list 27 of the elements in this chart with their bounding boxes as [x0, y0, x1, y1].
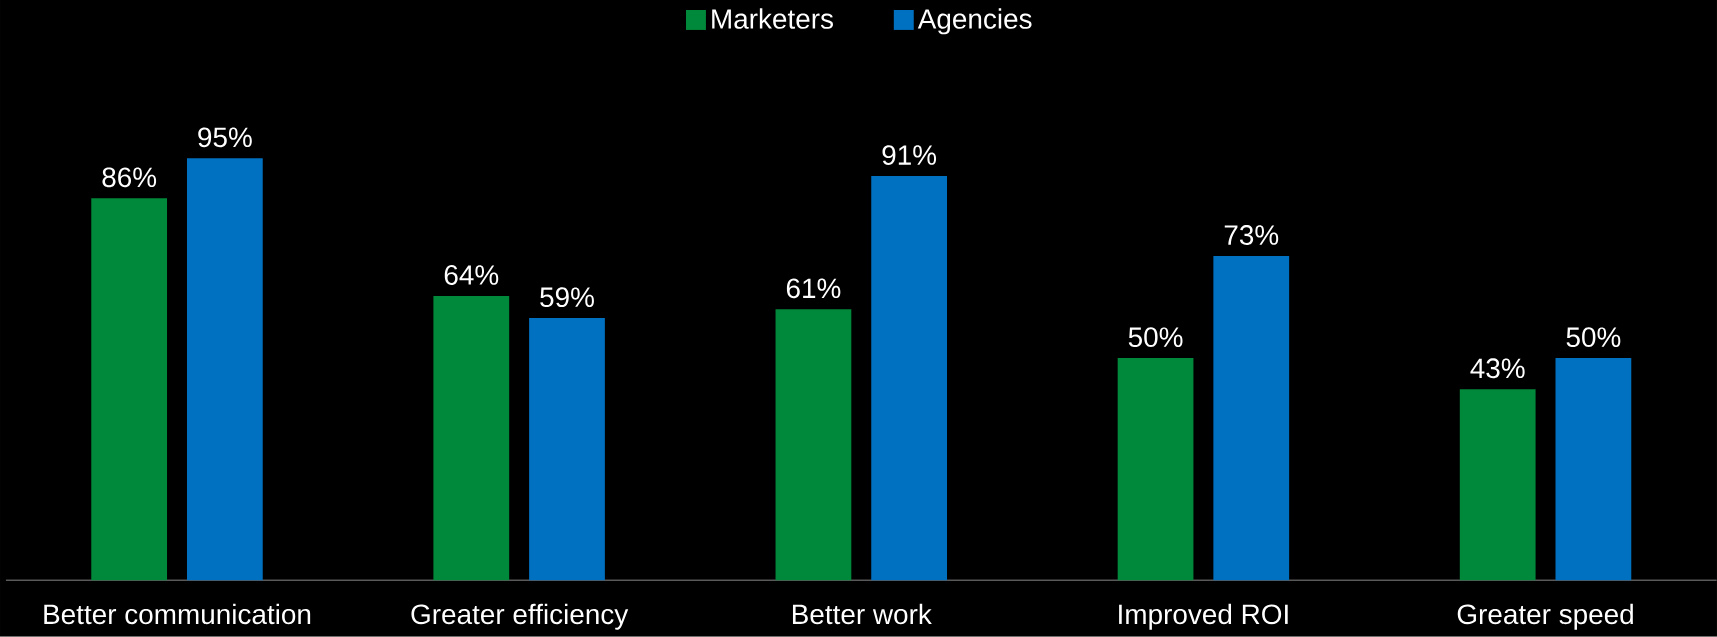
x-tick-label: Greater speed [1457, 603, 1633, 630]
legend-label: Marketers [712, 8, 833, 29]
data-label: 43% [1470, 358, 1525, 379]
bar [1117, 358, 1194, 581]
data-label: 91% [882, 145, 937, 166]
bar [871, 176, 948, 581]
bar [186, 158, 263, 581]
data-label: 50% [1566, 327, 1621, 348]
bar [433, 296, 510, 581]
bar [529, 318, 605, 581]
data-label: 95% [198, 127, 252, 148]
data-label: 64% [444, 265, 499, 285]
bar [1459, 389, 1536, 581]
legend-label: Agencies [917, 8, 1032, 35]
bar [1555, 358, 1632, 581]
x-tick-label: Greater efficiency [411, 603, 629, 630]
x-tick-label: Improved ROI [1119, 603, 1288, 630]
x-tick-label: Better communication [44, 603, 311, 625]
data-label: 50% [1128, 327, 1183, 348]
bar [1213, 256, 1290, 581]
bar [91, 198, 168, 581]
data-label: 61% [786, 278, 841, 299]
data-label: 73% [1224, 225, 1279, 246]
data-label: 59% [540, 287, 594, 308]
bar [775, 309, 852, 581]
x-tick-label: Better work [792, 603, 932, 625]
data-label: 86% [102, 167, 157, 188]
